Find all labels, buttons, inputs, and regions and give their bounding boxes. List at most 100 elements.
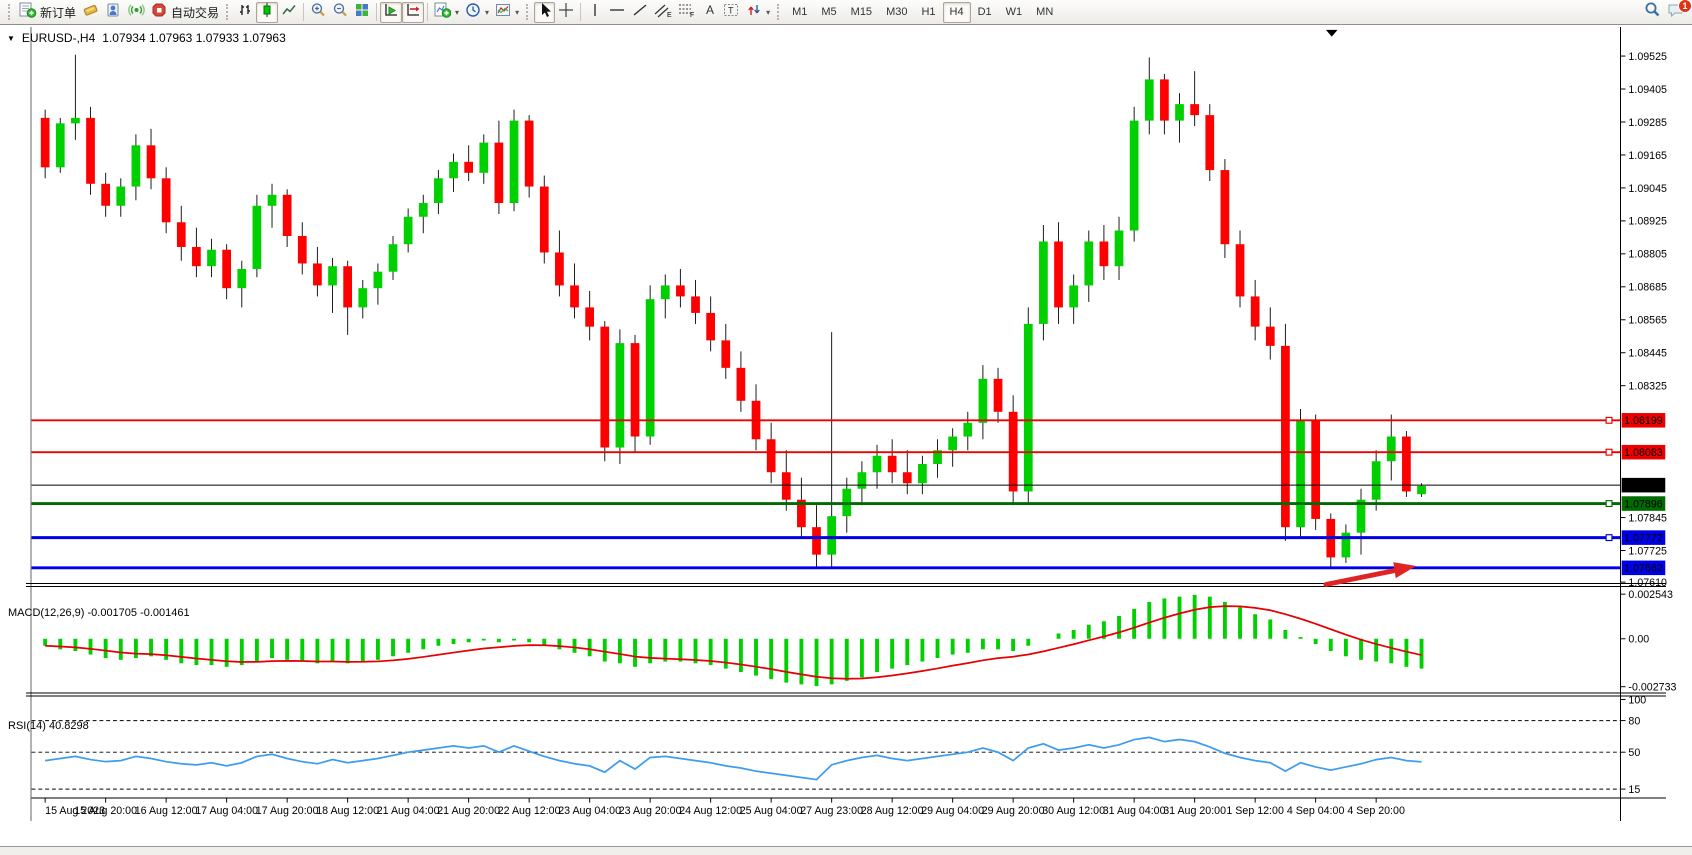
fibonacci-button[interactable]: F (675, 2, 699, 23)
chevron-down-icon: ▾ (766, 7, 771, 17)
candlestick-chart-button[interactable] (256, 1, 279, 23)
zoom-in-button[interactable] (307, 2, 329, 23)
gold-seal-icon (82, 2, 99, 23)
cursor-button[interactable] (534, 1, 556, 23)
chevron-down-icon: ▾ (515, 7, 520, 17)
zoom-out-button[interactable] (329, 2, 351, 23)
level-lines[interactable] (31, 416, 1621, 570)
svg-text:1.08445: 1.08445 (1628, 348, 1667, 360)
svg-text:30 Aug 12:00: 30 Aug 12:00 (1042, 805, 1105, 817)
toolbar-separator (376, 3, 378, 21)
svg-text:50: 50 (1628, 747, 1640, 759)
trend-arrow[interactable] (1323, 562, 1417, 587)
svg-text:1.09045: 1.09045 (1628, 183, 1667, 195)
notifications-button[interactable]: 1 (1664, 0, 1692, 23)
profile-button[interactable] (102, 2, 125, 23)
svg-text:25 Aug 04:00: 25 Aug 04:00 (740, 805, 803, 817)
chart-ohlc-values: 1.07934 1.07963 1.07933 1.07963 (102, 31, 286, 45)
profile-icon (105, 2, 122, 23)
svg-text:1.08925: 1.08925 (1628, 216, 1667, 228)
channel-icon: E (654, 2, 672, 23)
line-handle[interactable] (1605, 500, 1613, 508)
vertical-line-button[interactable] (584, 2, 605, 23)
timeframe-h4[interactable]: H4 (942, 1, 971, 23)
price-badge-label: 1.07896 (1624, 498, 1663, 510)
price-badge (1621, 413, 1666, 428)
line-handle[interactable] (1605, 534, 1613, 542)
symbol-dropdown-icon[interactable]: ▼ (7, 33, 15, 43)
toolbar-grip[interactable] (8, 4, 12, 20)
toolbar-grip[interactable] (226, 4, 230, 20)
rsi-line (45, 736, 1422, 781)
svg-text:1 Sep 12:00: 1 Sep 12:00 (1226, 805, 1284, 817)
timeframe-m1[interactable]: M1 (792, 6, 808, 18)
svg-text:E: E (667, 12, 672, 18)
price-badge (1621, 496, 1666, 511)
new-order-label: 新订单 (40, 5, 77, 20)
svg-text:22 Aug 12:00: 22 Aug 12:00 (498, 805, 561, 817)
signals-button[interactable] (125, 2, 148, 23)
svg-text:1.08685: 1.08685 (1628, 282, 1667, 294)
main-toolbar: 新订单 自动交易 (0, 0, 1692, 25)
chart-shift-button[interactable] (402, 1, 425, 23)
equidistant-channel-button[interactable]: E (651, 2, 675, 23)
price-badge (1621, 477, 1666, 493)
toolbar-grip[interactable] (526, 4, 530, 20)
timeframe-m5[interactable]: M5 (821, 6, 837, 18)
svg-text:1.09285: 1.09285 (1628, 117, 1667, 129)
svg-text:T: T (728, 5, 734, 15)
svg-text:31 Aug 04:00: 31 Aug 04:00 (1103, 805, 1166, 817)
search-button[interactable] (1641, 2, 1664, 23)
line-chart-button[interactable] (278, 2, 300, 23)
svg-text:23 Aug 20:00: 23 Aug 20:00 (619, 805, 682, 817)
line-handle[interactable] (1605, 448, 1613, 456)
timeframe-m15[interactable]: M15 (850, 6, 873, 18)
periods-button[interactable]: ▾ (462, 2, 492, 23)
chart-shift-marker[interactable] (1325, 29, 1338, 37)
new-order-icon (19, 2, 37, 23)
horizontal-line-button[interactable] (605, 2, 629, 23)
line-handle[interactable] (1605, 416, 1613, 424)
crosshair-button[interactable] (555, 2, 577, 23)
auto-scroll-button[interactable] (380, 1, 403, 23)
text-button[interactable]: A (699, 2, 720, 23)
candles-layer (40, 54, 1426, 569)
rsi-panel (31, 720, 1621, 790)
search-icon (1644, 1, 1661, 23)
svg-text:23 Aug 04:00: 23 Aug 04:00 (558, 805, 621, 817)
chart-shift-icon (405, 2, 421, 23)
price-badge (1621, 444, 1666, 460)
text-label-button[interactable]: T (720, 2, 743, 23)
trendline-button[interactable] (629, 2, 651, 23)
new-order-button[interactable]: 新订单 (16, 2, 79, 23)
bar-chart-button[interactable] (234, 2, 256, 23)
price-badge-label: 1.07772 (1624, 532, 1663, 544)
svg-text:1.08565: 1.08565 (1628, 315, 1667, 327)
price-badge-label: 1.08199 (1624, 415, 1663, 427)
macd-indicator-label: MACD(12,26,9) -0.001705 -0.001461 (8, 607, 190, 619)
history-center-button[interactable] (79, 2, 102, 23)
timeframe-mn[interactable]: MN (1036, 6, 1054, 18)
toolbar-separator (427, 3, 429, 21)
fibonacci-icon: F (678, 2, 696, 23)
panel-separators[interactable] (25, 583, 1667, 697)
price-axis[interactable]: 1.09525 1.09405 1.09285 1.09165 1.09045 1.089… (1620, 26, 1677, 822)
toolbar-grip[interactable] (777, 4, 781, 20)
line-chart-icon (281, 2, 297, 23)
svg-text:16 Aug 12:00: 16 Aug 12:00 (135, 805, 198, 817)
indicators-button[interactable]: ▾ (431, 2, 462, 23)
vertical-line-icon (589, 2, 601, 23)
timeframe-m30[interactable]: M30 (886, 6, 908, 18)
tile-windows-button[interactable] (351, 2, 373, 23)
timeframe-d1[interactable]: D1 (977, 6, 992, 18)
timeframe-w1[interactable]: W1 (1005, 6, 1023, 18)
arrows-button[interactable]: ▾ (743, 2, 773, 23)
svg-text:15: 15 (1628, 784, 1640, 796)
templates-button[interactable]: ▾ (492, 2, 522, 23)
horizontal-line-icon (608, 2, 626, 23)
timeframe-h1[interactable]: H1 (921, 6, 936, 18)
chart-canvas[interactable]: 1.09525 1.09405 1.09285 1.09165 1.09045 1.089… (0, 26, 1692, 854)
autotrading-button[interactable]: 自动交易 (148, 2, 222, 23)
zoom-in-icon (310, 2, 326, 23)
